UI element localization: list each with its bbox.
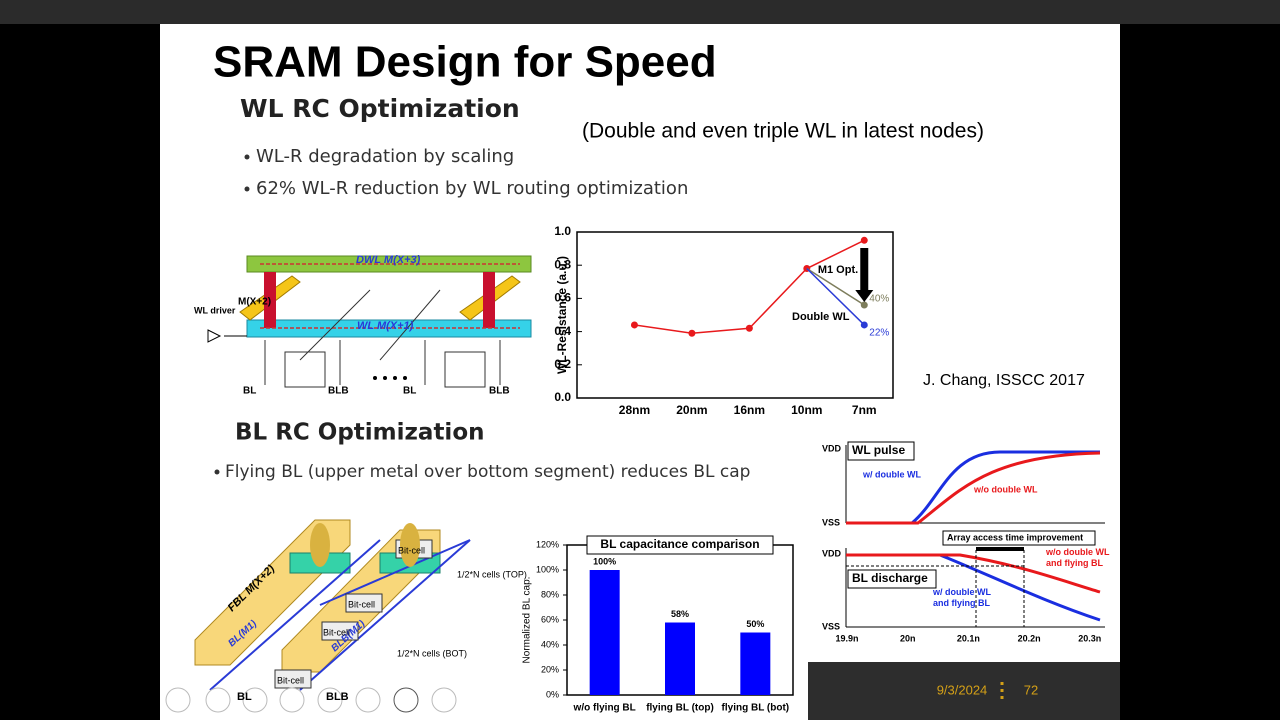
y-tick-label: 0%	[546, 689, 559, 699]
branch-point	[860, 301, 868, 309]
x-tick-label: 7nm	[852, 403, 877, 417]
point	[688, 329, 696, 337]
footer-page: 72	[1024, 682, 1038, 697]
y-tick-label: 100%	[536, 564, 559, 574]
x-tick-label: 19.9n	[835, 633, 858, 643]
x-tick-label: 28nm	[619, 403, 650, 417]
y-tick-label: 0.8	[554, 257, 571, 271]
diagram-label: BL	[237, 691, 252, 703]
x-tick-label: 10nm	[791, 403, 822, 417]
plot-area	[576, 231, 894, 399]
wl-structure	[207, 255, 532, 388]
flying-bl-structure	[194, 519, 471, 691]
level-label: VSS	[822, 621, 840, 631]
section-heading: BL RC Optimization	[235, 420, 485, 446]
bullet	[214, 469, 220, 475]
curve-label: w/ double WL	[862, 469, 921, 479]
curve-label: w/ double WL and flying BL	[932, 587, 991, 608]
panel-title: BL discharge	[852, 571, 928, 585]
x-tick-label: 20.3n	[1078, 633, 1101, 643]
waveform	[845, 441, 1105, 628]
diagram-label: Bit-cell	[277, 675, 304, 685]
bar	[665, 622, 695, 695]
x-tick-label: 20.1n	[957, 633, 980, 643]
value-label: 100%	[593, 556, 616, 566]
chart-title: BL capacitance comparison	[600, 537, 759, 551]
branch-point	[860, 321, 868, 329]
note: (Double and even triple WL in latest nod…	[582, 120, 984, 143]
branch-label: 40%	[869, 294, 889, 305]
branch-label: 22%	[869, 328, 889, 339]
y-tick-label: 20%	[541, 664, 559, 674]
y-tick-label: 80%	[541, 589, 559, 599]
x-tick-label: w/o flying BL	[573, 703, 636, 714]
value-label: 58%	[671, 609, 689, 619]
bullet-text: Flying BL (upper metal over bottom segme…	[225, 462, 750, 482]
bullet	[244, 186, 250, 192]
level-label: VDD	[822, 443, 842, 453]
diagram-label: Bit-cell	[398, 545, 425, 555]
x-tick-label: flying BL (top)	[646, 703, 714, 714]
branch-name: M1 Opt.	[818, 264, 858, 276]
level-label: VSS	[822, 517, 840, 527]
player-controls[interactable]	[165, 687, 457, 713]
y-tick-label: 60%	[541, 614, 559, 624]
x-tick-label: 20n	[900, 633, 916, 643]
bullet-text: 62% WL-R reduction by WL routing optimiz…	[256, 178, 688, 199]
citation: J. Chang, ISSCC 2017	[923, 372, 1085, 389]
diagram-label: BLB	[328, 386, 349, 397]
panel-title: WL pulse	[852, 443, 905, 457]
y-axis-label: Normalized BL cap.	[522, 577, 533, 664]
curve-label: w/o double WL and flying BL	[1045, 547, 1110, 568]
diagram-label: M(X+2)	[238, 297, 271, 308]
diagram-label: 1/2*N cells (BOT)	[397, 648, 467, 658]
diagram-label: BL	[243, 386, 256, 397]
value-label: 50%	[746, 619, 764, 629]
bullet	[244, 154, 250, 160]
diagram-label: 1/2*N cells (TOP)	[457, 569, 527, 579]
x-tick-label: flying BL (bot)	[722, 703, 790, 714]
curve-label: w/o double WL	[973, 484, 1038, 494]
chart-title-box	[586, 535, 774, 555]
y-tick-label: 0.0	[554, 390, 571, 404]
bar	[740, 632, 771, 695]
x-tick-label: 20nm	[676, 403, 707, 417]
diagram-label: DWL M(X+3)	[356, 254, 421, 266]
y-tick-label: 120%	[536, 539, 559, 549]
bullet-text: WL-R degradation by scaling	[256, 146, 514, 167]
top-bar	[0, 0, 1280, 24]
x-tick-label: 16nm	[734, 403, 765, 417]
point	[745, 324, 753, 332]
point	[860, 236, 868, 244]
branch-line	[806, 267, 865, 326]
branch-line	[806, 267, 865, 306]
diagram-label: BL	[403, 386, 416, 397]
branch-name: Double WL	[792, 311, 850, 323]
diagram-label: Bit-cell	[323, 627, 350, 637]
diagram-label: WL driver	[194, 305, 236, 315]
footer-bar	[808, 662, 1120, 720]
level-label: VDD	[822, 548, 842, 558]
diagram-label: Bit-cell	[348, 599, 375, 609]
y-tick-label: 1.0	[554, 224, 571, 238]
curve-label: Array access time improvement	[947, 532, 1083, 542]
y-tick-label: 0.6	[554, 291, 571, 305]
y-tick-label: 0.4	[554, 324, 571, 338]
bar	[589, 570, 620, 695]
x-tick-label: 20.2n	[1018, 633, 1041, 643]
point	[630, 321, 638, 329]
slide-title: SRAM Design for Speed	[213, 38, 717, 87]
footer-date: 9/3/2024	[937, 682, 988, 697]
diagram-label: BLB	[326, 691, 349, 703]
y-tick-label: 40%	[541, 639, 559, 649]
y-axis-label: WL-Resistance (a.u.)	[555, 256, 569, 374]
diagram-label: BLB	[489, 386, 510, 397]
arrow	[855, 248, 874, 302]
section-heading: WL RC Optimization	[240, 94, 520, 123]
y-tick-label: 0.2	[554, 357, 571, 371]
diagram-label: WL M(X+1)	[357, 320, 414, 332]
